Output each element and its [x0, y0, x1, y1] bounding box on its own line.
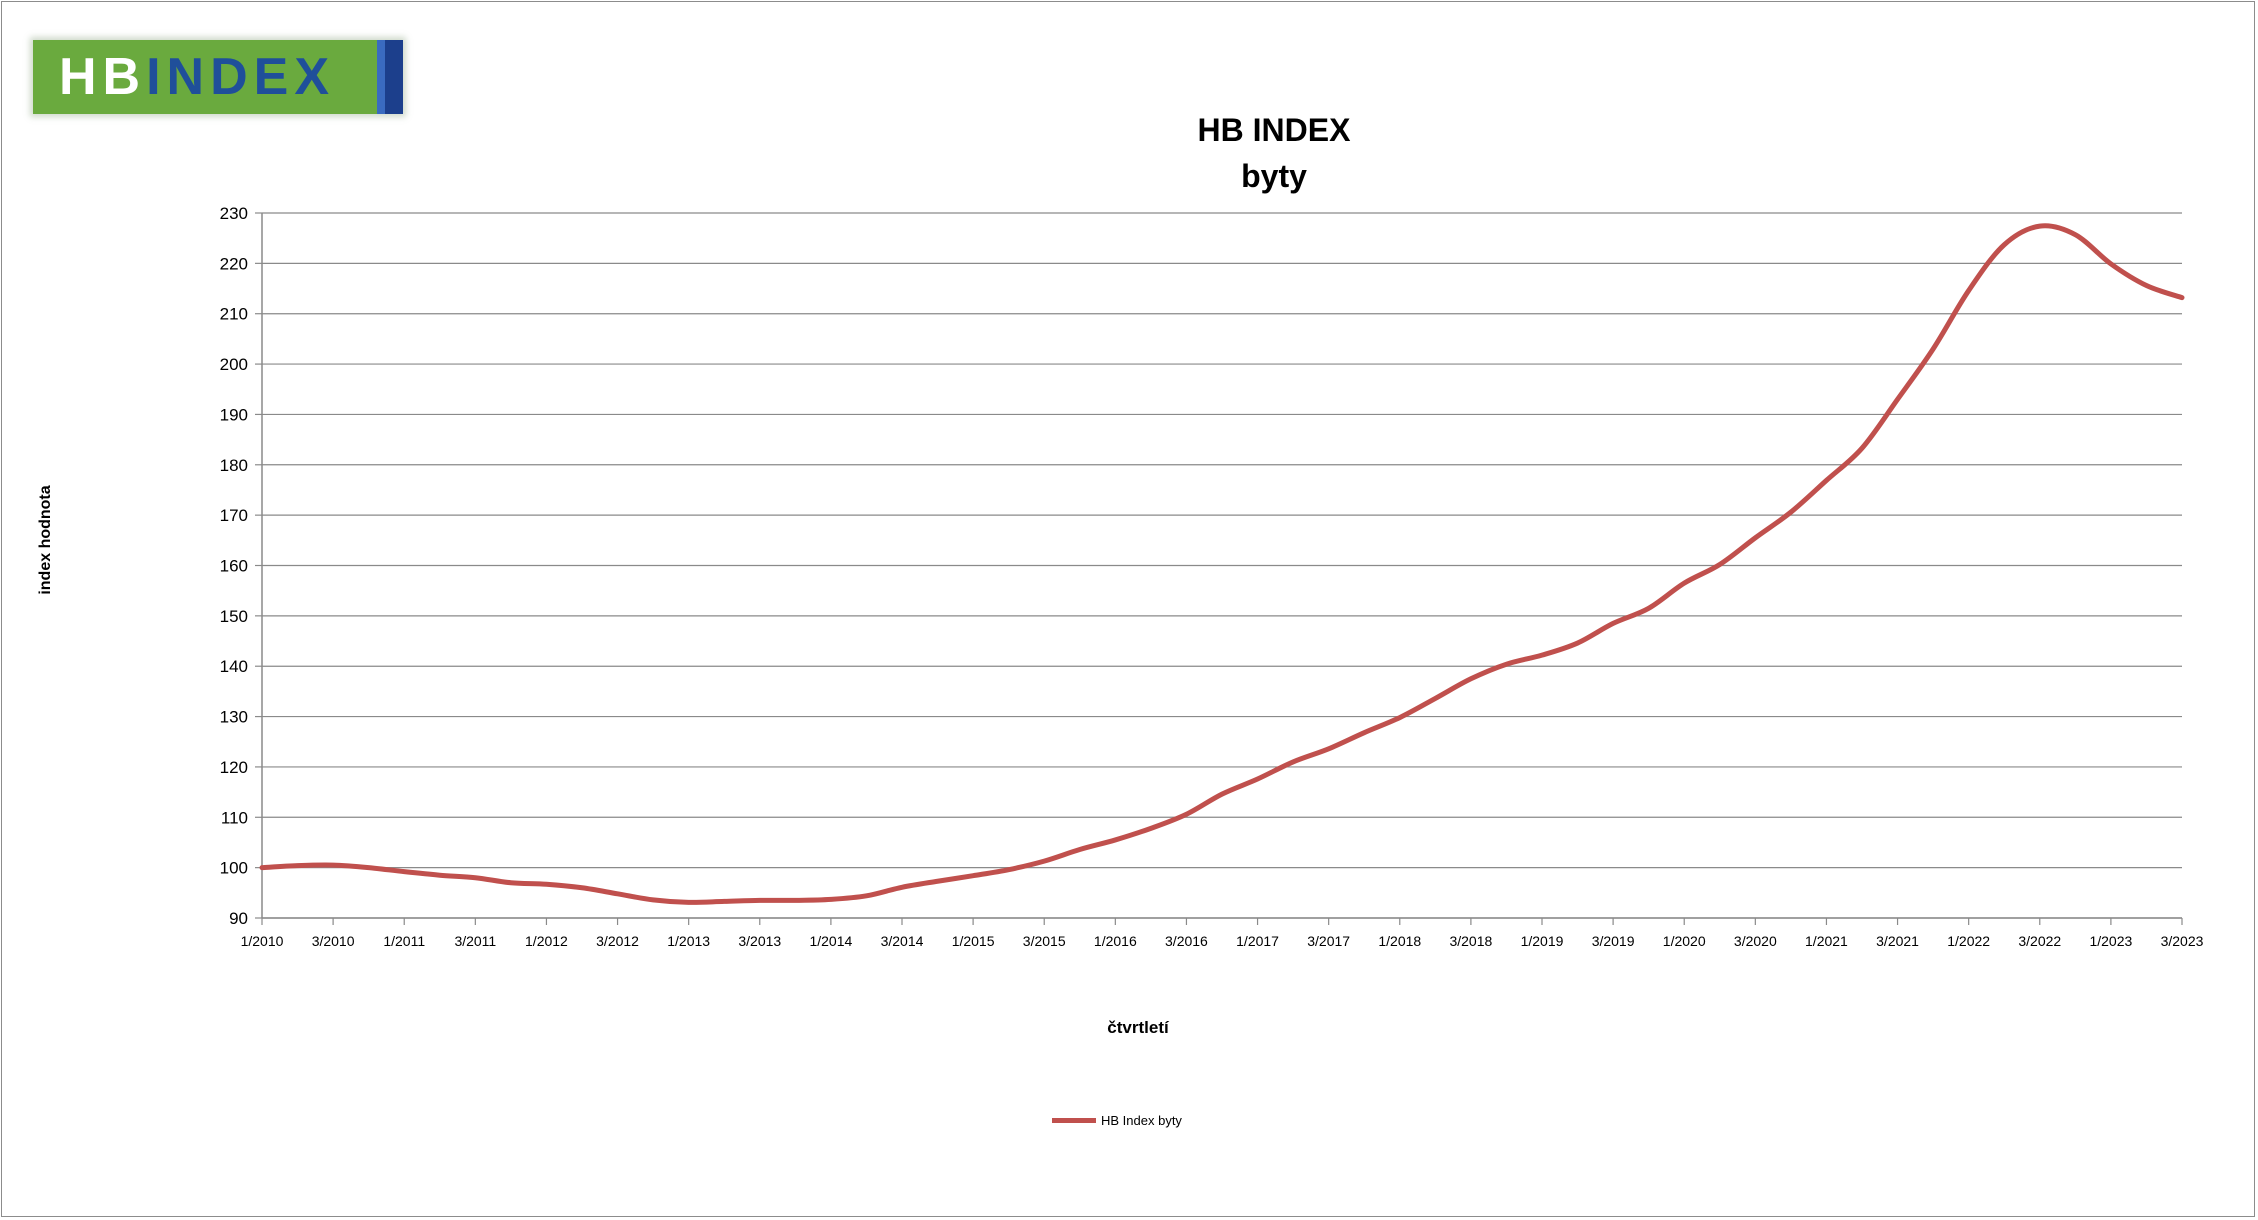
legend-swatch: [1052, 1117, 1096, 1123]
logo-text: HBINDEX: [59, 46, 335, 108]
x-tick-label: 1/2010: [241, 933, 284, 949]
y-tick-label: 190: [220, 405, 248, 424]
logo-text-index: INDEX: [146, 48, 336, 106]
y-axis-label: index hodnota: [37, 485, 54, 595]
x-tick-label: 3/2022: [2018, 933, 2061, 949]
y-tick-label: 180: [220, 456, 248, 475]
x-tick-label: 1/2023: [2089, 933, 2132, 949]
x-tick-label: 1/2019: [1521, 933, 1564, 949]
gridlines: [262, 212, 2182, 919]
x-tick-label: 3/2018: [1449, 933, 1492, 949]
axes: [261, 213, 2182, 919]
y-tick-label: 230: [220, 204, 248, 223]
series-layer: [259, 223, 2185, 905]
x-tick-label: 1/2021: [1805, 933, 1848, 949]
x-tick-label: 1/2018: [1378, 933, 1421, 949]
y-tick-label: 100: [220, 859, 248, 878]
x-tick-label: 3/2012: [596, 933, 639, 949]
x-tick-label: 1/2016: [1094, 933, 1137, 949]
x-tick-label: 1/2020: [1663, 933, 1706, 949]
y-tick-label: 210: [220, 305, 248, 324]
chart-subtitle: byty: [1241, 158, 1307, 194]
x-tick-label: 3/2013: [738, 933, 781, 949]
x-tick-label: 1/2011: [383, 933, 425, 949]
x-tick-label: 3/2020: [1734, 933, 1777, 949]
y-tick-label: 90: [229, 909, 248, 928]
x-tick-label: 1/2017: [1236, 933, 1279, 949]
logo-stripe: [377, 40, 403, 114]
y-tick-label: 130: [220, 708, 248, 727]
y-tick-label: 120: [220, 758, 248, 777]
logo-text-hb: HB: [59, 48, 147, 106]
x-tick-label: 3/2019: [1592, 933, 1635, 949]
series-line-hb-index-byty: [259, 223, 2185, 905]
y-tick-label: 160: [220, 557, 248, 576]
hb-index-logo: HBINDEX: [33, 40, 403, 114]
y-tick-label: 110: [221, 808, 248, 827]
x-tick-label: 3/2017: [1307, 933, 1350, 949]
legend-label: HB Index byty: [1101, 1112, 1182, 1128]
x-tick-label: 1/2015: [952, 933, 995, 949]
y-tick-label: 170: [220, 506, 248, 525]
x-tick-label: 3/2016: [1165, 933, 1208, 949]
x-tick-label: 3/2014: [881, 933, 924, 949]
y-tick-label: 220: [220, 254, 248, 273]
x-tick-label: 1/2014: [809, 933, 852, 949]
x-tick-label: 3/2010: [312, 933, 355, 949]
chart-title: HB INDEX: [1197, 112, 1351, 148]
x-tick-label: 1/2013: [667, 933, 710, 949]
x-axis-label: čtvrtletí: [1107, 1018, 1169, 1037]
x-tick-label: 1/2012: [525, 933, 568, 949]
y-tick-label: 150: [220, 607, 248, 626]
x-tick-label: 3/2023: [2161, 933, 2204, 949]
x-axis-ticks: 1/2010 3/2010 1/2011 3/2011 1/2012 3/2012 1/20…: [241, 918, 2204, 949]
x-tick-label: 3/2015: [1023, 933, 1066, 949]
x-tick-label: 1/2022: [1947, 933, 1990, 949]
x-tick-label: 3/2011: [454, 933, 496, 949]
x-tick-label: 3/2021: [1876, 933, 1919, 949]
y-tick-label: 200: [220, 355, 248, 374]
legend: HB Index byty: [1052, 1110, 1182, 1130]
y-axis-ticks: 90 100 110 120 130 140 150 160 170 180 190 200 210 22…: [220, 204, 262, 928]
y-tick-label: 140: [220, 657, 248, 676]
